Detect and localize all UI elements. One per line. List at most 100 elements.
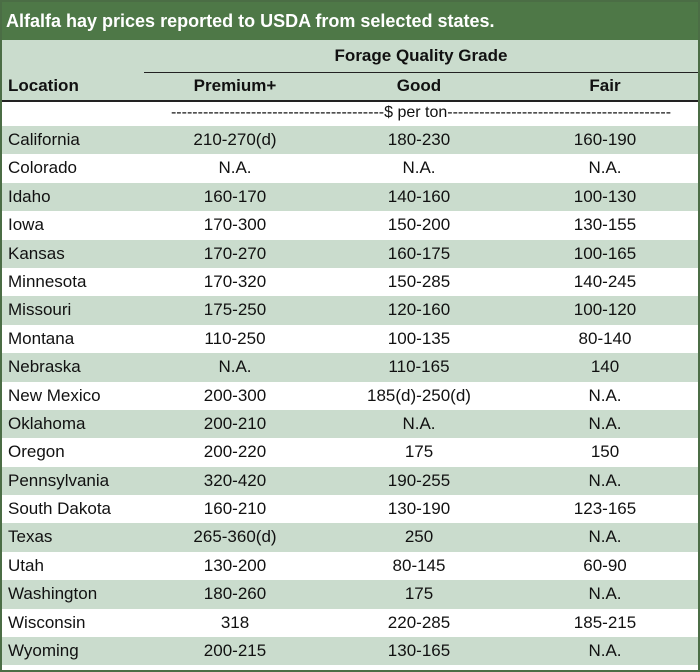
- premium-cell: 175-250: [203, 300, 267, 320]
- location-cell: Oklahoma: [8, 413, 86, 433]
- good-cell: 175: [404, 442, 434, 462]
- good-cell: 160-175: [387, 243, 451, 263]
- location-cell: New Mexico: [8, 385, 101, 405]
- premium-cell: 200-220: [203, 442, 267, 462]
- good-cell: 130-165: [387, 641, 451, 661]
- table-row: Wisconsin 318 220-285 185-215: [2, 609, 698, 637]
- header-divider: [144, 72, 698, 73]
- table-title: Alfalfa hay prices reported to USDA from…: [2, 2, 698, 40]
- table-row: Oklahoma 200-210 N.A. N.A.: [2, 409, 698, 439]
- good-cell: 150-285: [387, 271, 451, 291]
- units-label: ----------------------------------------…: [170, 104, 672, 121]
- premium-cell: 318: [220, 612, 250, 632]
- good-cell: 175: [404, 584, 434, 604]
- fair-cell: N.A.: [588, 584, 622, 604]
- good-cell: 250: [404, 527, 434, 547]
- premium-cell: 170-270: [203, 243, 267, 263]
- location-cell: Utah: [8, 555, 44, 575]
- table-row: Colorado N.A. N.A. N.A.: [2, 154, 698, 182]
- good-column-header: Good: [396, 76, 442, 95]
- table-row: Oregon 200-220 175 150: [2, 438, 698, 466]
- good-cell: 190-255: [387, 470, 451, 490]
- premium-cell: 160-170: [203, 186, 267, 206]
- fair-cell: N.A.: [588, 527, 622, 547]
- location-cell: Kansas: [8, 243, 65, 263]
- table-row: Texas 265-360(d) 250 N.A.: [2, 523, 698, 552]
- good-cell: 80-145: [392, 555, 446, 575]
- premium-cell: 170-300: [203, 215, 267, 235]
- fair-cell: N.A.: [588, 413, 622, 433]
- location-cell: Wisconsin: [8, 612, 86, 632]
- table-row: Pennsylvania 320-420 190-255 N.A.: [2, 466, 698, 496]
- table-header: Forage Quality Grade Location Premium+ G…: [2, 40, 698, 100]
- table-row: Montana 110-250 100-135 80-140: [2, 325, 698, 353]
- fair-cell: 100-120: [573, 300, 637, 320]
- location-cell: Colorado: [8, 158, 77, 178]
- fair-cell: 160-190: [573, 130, 637, 149]
- units-row: ----------------------------------------…: [2, 100, 698, 126]
- good-cell: 150-200: [387, 215, 451, 235]
- location-cell: Missouri: [8, 300, 72, 320]
- premium-cell: 130-200: [203, 555, 267, 575]
- table-body: California 210-270(d) 180-230 160-190 Colora…: [2, 126, 698, 666]
- table-row: Minnesota 170-320 150-285 140-245: [2, 268, 698, 296]
- good-cell: 185(d)-250(d): [367, 385, 471, 405]
- premium-cell: 265-360(d): [193, 527, 277, 547]
- table-row: Missouri 175-250 120-160 100-120: [2, 296, 698, 325]
- good-cell: 120-160: [387, 300, 451, 320]
- table-row: California 210-270(d) 180-230 160-190: [2, 126, 698, 155]
- table-row: New Mexico 200-300 185(d)-250(d) N.A.: [2, 382, 698, 410]
- premium-cell: N.A.: [218, 357, 252, 377]
- premium-cell: 200-210: [203, 413, 267, 433]
- fair-cell: 130-155: [573, 215, 637, 235]
- premium-cell: 170-320: [203, 271, 267, 291]
- forage-quality-grade-heading: Forage Quality Grade: [334, 46, 508, 65]
- good-cell: 180-230: [387, 130, 451, 149]
- premium-cell: 180-260: [203, 584, 267, 604]
- location-cell: Minnesota: [8, 271, 87, 291]
- fair-cell: 80-140: [578, 328, 632, 348]
- table-row: Iowa 170-300 150-200 130-155: [2, 211, 698, 239]
- location-cell: Washington: [8, 584, 98, 604]
- location-cell: Nebraska: [8, 357, 81, 377]
- fair-cell: 185-215: [573, 612, 637, 632]
- fair-cell: 140-245: [573, 271, 637, 291]
- good-cell: 130-190: [387, 499, 451, 519]
- location-cell: Iowa: [8, 215, 44, 235]
- premium-cell: 210-270(d): [193, 130, 277, 149]
- location-cell: California: [8, 130, 80, 149]
- good-cell: N.A.: [402, 413, 436, 433]
- premium-cell: 200-215: [203, 641, 267, 661]
- table-row: Kansas 170-270 160-175 100-165: [2, 239, 698, 268]
- table-row: Nebraska N.A. 110-165 140: [2, 353, 698, 382]
- location-column-header: Location: [8, 76, 79, 95]
- fair-cell: 123-165: [573, 499, 637, 519]
- premium-cell: 200-300: [203, 385, 267, 405]
- fair-cell: 150: [590, 442, 620, 462]
- fair-cell: N.A.: [588, 158, 622, 178]
- table-row: Washington 180-260 175 N.A.: [2, 580, 698, 609]
- location-cell: Oregon: [8, 442, 65, 462]
- premium-cell: N.A.: [218, 158, 252, 178]
- location-cell: Texas: [8, 527, 53, 547]
- fair-cell: N.A.: [588, 470, 622, 490]
- fair-cell: 140: [590, 357, 620, 377]
- good-cell: 100-135: [387, 328, 451, 348]
- fair-cell: 100-165: [573, 243, 637, 263]
- location-cell: South Dakota: [8, 499, 112, 519]
- good-cell: N.A.: [402, 158, 436, 178]
- premium-column-header: Premium+: [193, 76, 277, 95]
- table-row: Idaho 160-170 140-160 100-130: [2, 182, 698, 212]
- table-row: Wyoming 200-215 130-165 N.A.: [2, 637, 698, 666]
- good-cell: 110-165: [388, 357, 450, 377]
- premium-cell: 320-420: [203, 470, 267, 490]
- location-cell: Idaho: [8, 186, 51, 206]
- location-cell: Pennsylvania: [8, 470, 110, 490]
- location-cell: Montana: [8, 328, 75, 348]
- good-cell: 220-285: [387, 612, 451, 632]
- fair-cell: 100-130: [573, 186, 637, 206]
- table-row: Utah 130-200 80-145 60-90: [2, 552, 698, 580]
- location-cell: Wyoming: [8, 641, 79, 661]
- premium-cell: 160-210: [203, 499, 267, 519]
